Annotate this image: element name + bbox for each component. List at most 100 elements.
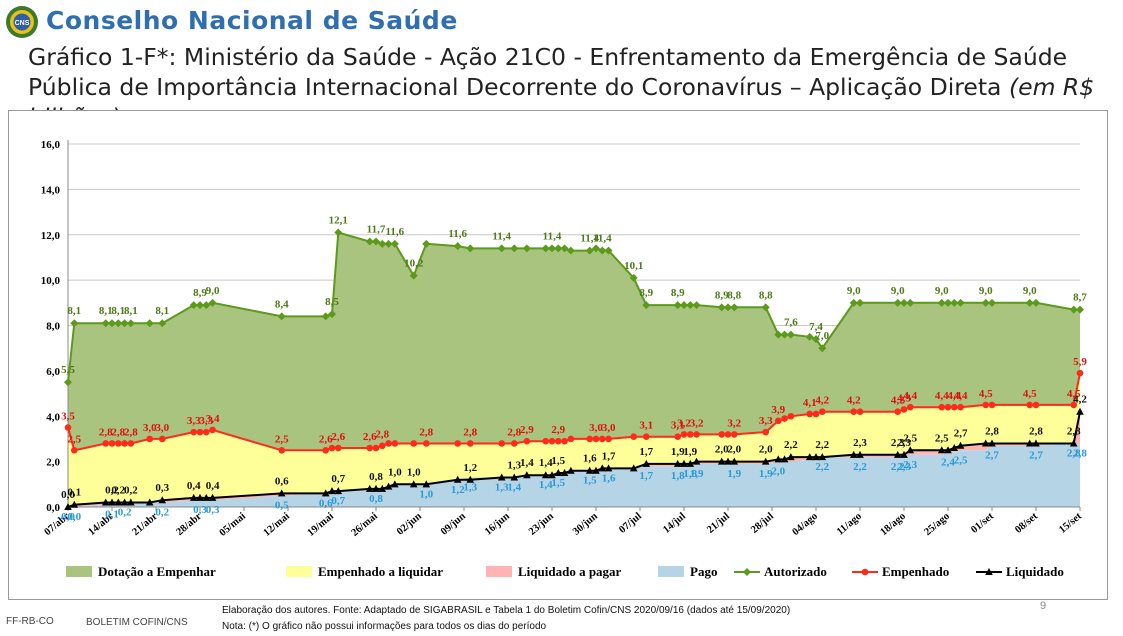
point-autorizado xyxy=(981,298,990,307)
label-liquidado: 0,2 xyxy=(105,484,119,496)
label-autorizado: 8,1 xyxy=(155,305,169,317)
point-empenhado xyxy=(523,437,531,445)
point-autorizado xyxy=(598,246,607,255)
point-liquidado xyxy=(64,503,72,510)
label-empenhado: 3,4 xyxy=(206,413,220,425)
label-liquidado: 1,2 xyxy=(463,462,477,474)
label-autorizado: 8,1 xyxy=(124,305,138,317)
point-autorizado xyxy=(893,298,902,307)
point-empenhado xyxy=(108,440,116,447)
point-empenhado xyxy=(787,412,795,420)
point-liquidado xyxy=(196,493,204,501)
label-autorizado: 5,5 xyxy=(61,364,75,376)
point-empenhado xyxy=(674,433,682,440)
point-empenhado xyxy=(328,444,336,452)
point-autorizado xyxy=(422,239,431,248)
label-empenhado: 2,8 xyxy=(463,426,477,438)
label-empenhado: 2,6 xyxy=(331,431,345,443)
label-autorizado: 8,1 xyxy=(67,305,81,317)
point-autorizado xyxy=(560,244,569,253)
point-autorizado xyxy=(812,335,820,344)
point-liquidado xyxy=(391,480,399,488)
point-liquidado xyxy=(378,484,387,492)
point-autorizado xyxy=(673,301,682,310)
point-empenhado xyxy=(334,444,342,452)
legend-label-liquidado: Liquidado xyxy=(1006,564,1064,579)
org-name: Conselho Nacional de Saúde xyxy=(46,6,458,35)
label-empenhado: 2,5 xyxy=(275,433,289,445)
point-liquidado xyxy=(70,500,79,508)
label-pago: 2,5 xyxy=(954,454,968,466)
label-empenhado: 4,5 xyxy=(1023,388,1037,400)
label-pago: 1,9 xyxy=(759,468,773,480)
point-autorizado xyxy=(937,298,946,307)
point-liquidado xyxy=(812,453,820,461)
point-autorizado xyxy=(1069,305,1078,314)
label-autorizado: 9,0 xyxy=(979,285,993,297)
label-liquidado: 0,3 xyxy=(155,482,169,494)
area-empenhado-a-liquidar xyxy=(68,373,1080,507)
label-autorizado: 8,5 xyxy=(325,296,339,308)
stacked-areas xyxy=(68,232,1080,507)
point-empenhado xyxy=(498,440,506,447)
point-empenhado xyxy=(1026,401,1034,409)
label-liquidado: 1,9 xyxy=(683,446,697,458)
label-autorizado: 11,4 xyxy=(492,230,511,242)
point-autorizado xyxy=(466,244,475,253)
point-liquidado xyxy=(944,446,952,454)
point-liquidado xyxy=(629,464,638,472)
label-empenhado: 2,8 xyxy=(507,426,521,438)
label-autorizado: 7,4 xyxy=(809,321,823,333)
point-liquidado xyxy=(686,459,695,467)
point-empenhado xyxy=(1070,401,1078,409)
point-empenhado xyxy=(391,440,399,447)
label-autorizado: 9,0 xyxy=(935,285,949,297)
label-liquidado: 2,7 xyxy=(954,428,968,440)
point-liquidado xyxy=(774,455,783,463)
point-empenhado xyxy=(718,431,726,438)
point-liquidado xyxy=(523,471,531,479)
point-empenhado xyxy=(561,437,568,445)
point-autorizado xyxy=(780,330,789,339)
label-pago: 1,8 xyxy=(671,470,685,482)
label-autorizado: 8,9 xyxy=(193,287,207,299)
point-empenhado xyxy=(64,424,72,431)
legend-label-autorizado: Autorizado xyxy=(764,564,827,579)
label-pago: 0,0 xyxy=(67,511,81,523)
point-liquidado xyxy=(453,475,462,483)
point-autorizado xyxy=(774,330,783,339)
point-liquidado xyxy=(805,453,814,461)
point-liquidado xyxy=(1069,439,1078,447)
legend-swatch-empenhado-a-liquidar xyxy=(286,566,312,577)
label-empenhado: 5,9 xyxy=(1073,356,1087,368)
legend-label-empenhado-a-liquidar: Empenhado a liquidar xyxy=(318,564,443,579)
label-empenhado: 2,6 xyxy=(319,433,333,445)
point-autorizado xyxy=(900,298,908,307)
point-autorizado xyxy=(158,319,167,328)
point-empenhado xyxy=(806,410,814,418)
label-liquidado: 0,2 xyxy=(111,484,125,496)
footer-source: Elaboração dos autores. Fonte: Adaptado … xyxy=(222,605,791,616)
point-liquidado xyxy=(560,468,569,476)
point-liquidado xyxy=(787,453,795,461)
label-pago: 2,8 xyxy=(1073,447,1087,459)
label-pago: 1,7 xyxy=(639,470,653,482)
point-empenhado xyxy=(605,435,612,443)
point-empenhado xyxy=(510,440,518,447)
point-liquidado xyxy=(466,475,475,483)
label-liquidado: 0,6 xyxy=(275,475,289,487)
point-autorizado xyxy=(202,301,211,310)
point-liquidado xyxy=(692,457,701,465)
point-autorizado xyxy=(717,303,726,312)
point-empenhado xyxy=(686,431,694,438)
point-autorizado xyxy=(321,312,330,321)
y-tick-label: 12,0 xyxy=(41,230,61,242)
label-liquidado: 0,7 xyxy=(331,473,345,485)
point-empenhado xyxy=(127,440,135,447)
point-empenhado xyxy=(818,408,826,416)
point-autorizado xyxy=(378,239,387,248)
legend-label-dota-o-a-empenhar: Dotação a Empenhar xyxy=(98,564,216,579)
point-empenhado xyxy=(554,437,562,445)
legend-swatch-pago xyxy=(658,566,684,577)
point-liquidado xyxy=(554,468,563,476)
